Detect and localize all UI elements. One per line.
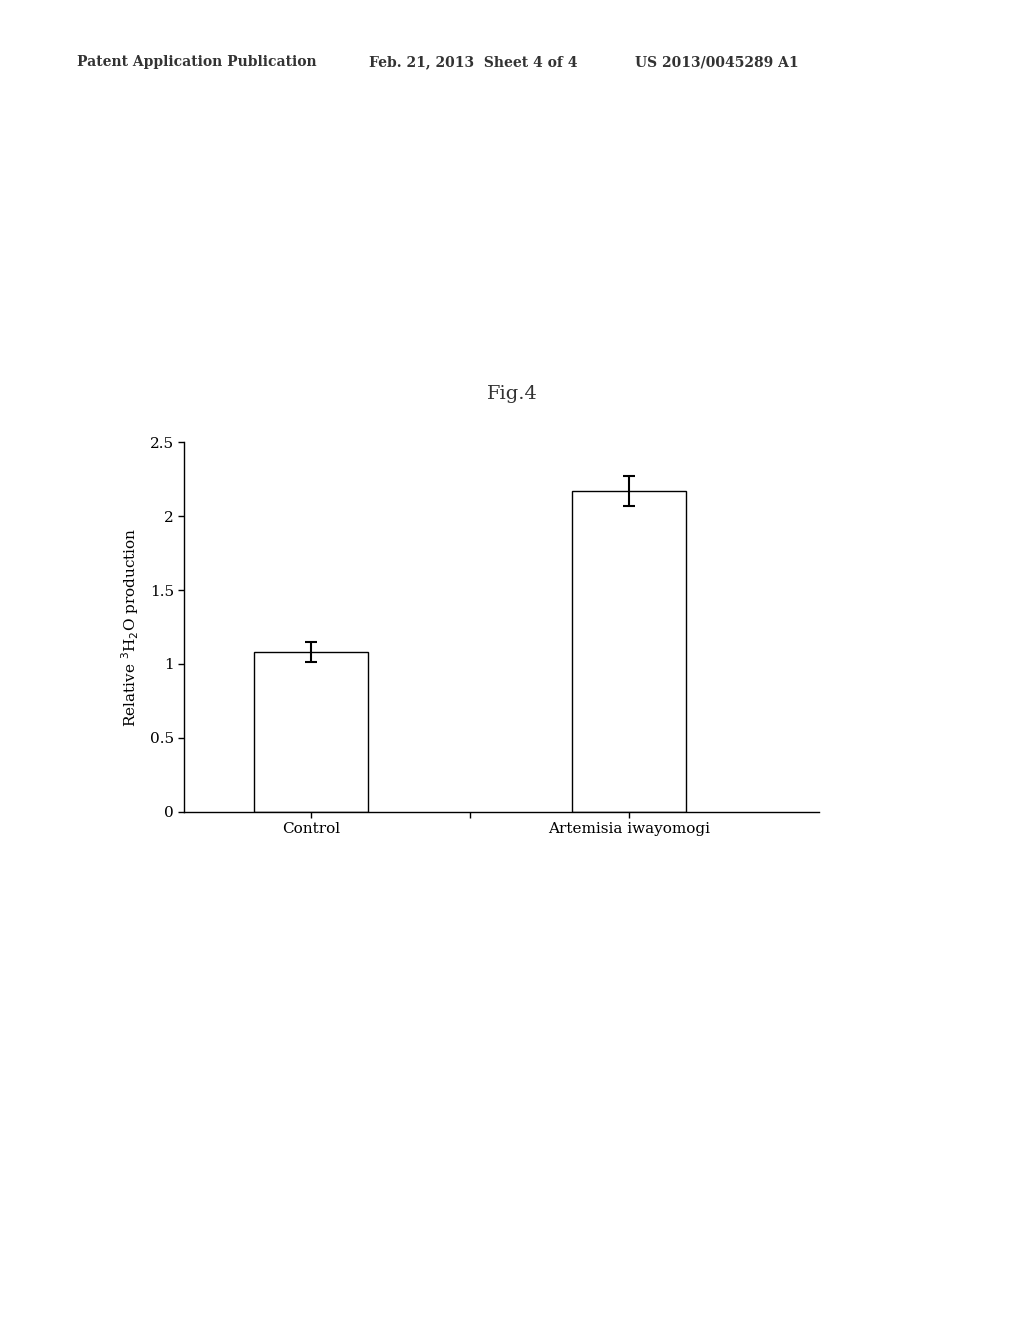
Text: US 2013/0045289 A1: US 2013/0045289 A1	[635, 55, 799, 70]
Y-axis label: Relative $^{3}$H$_{2}$O production: Relative $^{3}$H$_{2}$O production	[120, 527, 141, 727]
Text: Fig.4: Fig.4	[486, 384, 538, 403]
Bar	[254, 652, 369, 812]
Text: Patent Application Publication: Patent Application Publication	[77, 55, 316, 70]
Bar	[571, 491, 686, 812]
Text: Feb. 21, 2013  Sheet 4 of 4: Feb. 21, 2013 Sheet 4 of 4	[369, 55, 578, 70]
